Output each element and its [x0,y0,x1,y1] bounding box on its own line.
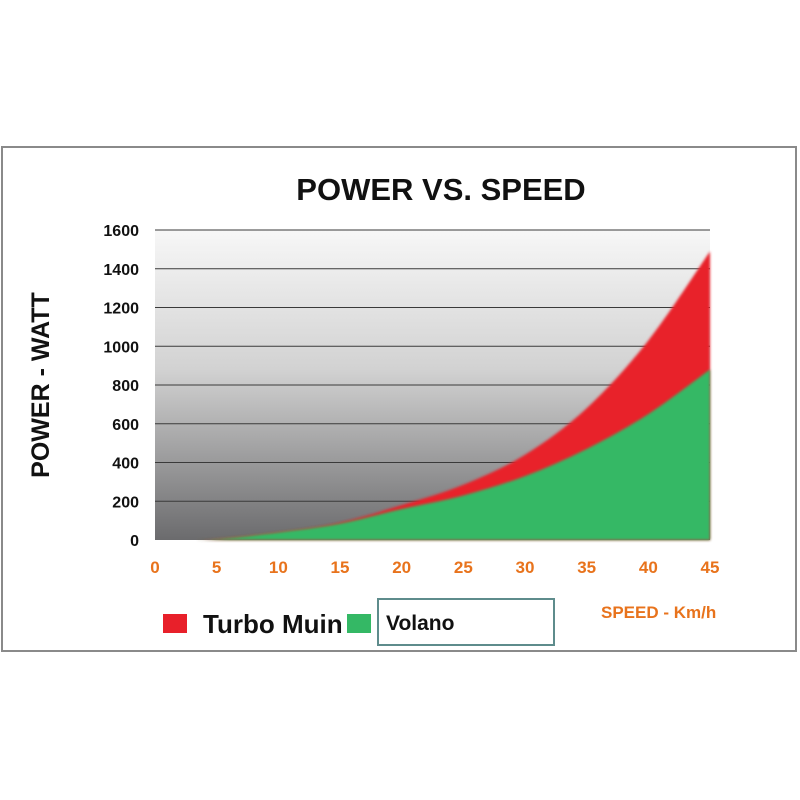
x-tick-label: 30 [516,558,535,577]
area-series [192,251,710,540]
y-tick-label: 1000 [103,339,139,356]
y-tick-label: 800 [112,378,139,395]
area-volano [192,369,710,540]
y-axis-ticks: 0 200 400 600 800 1000 1200 1400 1600 [103,223,139,550]
x-tick-label: 45 [701,558,720,577]
x-tick-label: 0 [150,558,159,577]
legend-label-volano: Volano [386,612,454,635]
legend-label-turbo-muin: Turbo Muin [203,609,343,639]
x-tick-label: 35 [577,558,596,577]
x-tick-label: 15 [331,558,350,577]
chart-title: POWER VS. SPEED [296,172,585,207]
y-tick-label: 1200 [103,301,139,318]
x-axis-ticks: 0 5 10 15 20 25 30 35 40 45 [150,558,719,577]
x-axis-label: SPEED - Km/h [601,603,716,622]
power-speed-chart: POWER VS. SPEED 020040060080010001200140… [27,172,719,646]
legend-swatch-turbo-muin [163,614,187,633]
y-tick-label: 400 [112,456,139,473]
legend-swatch-volano [347,614,371,633]
y-tick-label: 1400 [103,262,139,279]
y-tick-label: 600 [112,417,139,434]
legend-label-box-volano [377,598,555,646]
x-tick-label: 5 [212,558,221,577]
x-tick-label: 20 [392,558,411,577]
y-tick-label: 1600 [103,223,139,240]
chart-frame: POWER VS. SPEED 0 200 400 600 800 1000 1200 140… [1,146,797,652]
x-tick-label: 25 [454,558,473,577]
y-tick-label: 0 [130,533,139,550]
x-tick-label: 10 [269,558,288,577]
y-axis-label: POWER - WATT [27,292,55,478]
grid-lines [155,229,710,502]
y-tick-label: 200 [112,494,139,511]
x-tick-label: 40 [639,558,658,577]
